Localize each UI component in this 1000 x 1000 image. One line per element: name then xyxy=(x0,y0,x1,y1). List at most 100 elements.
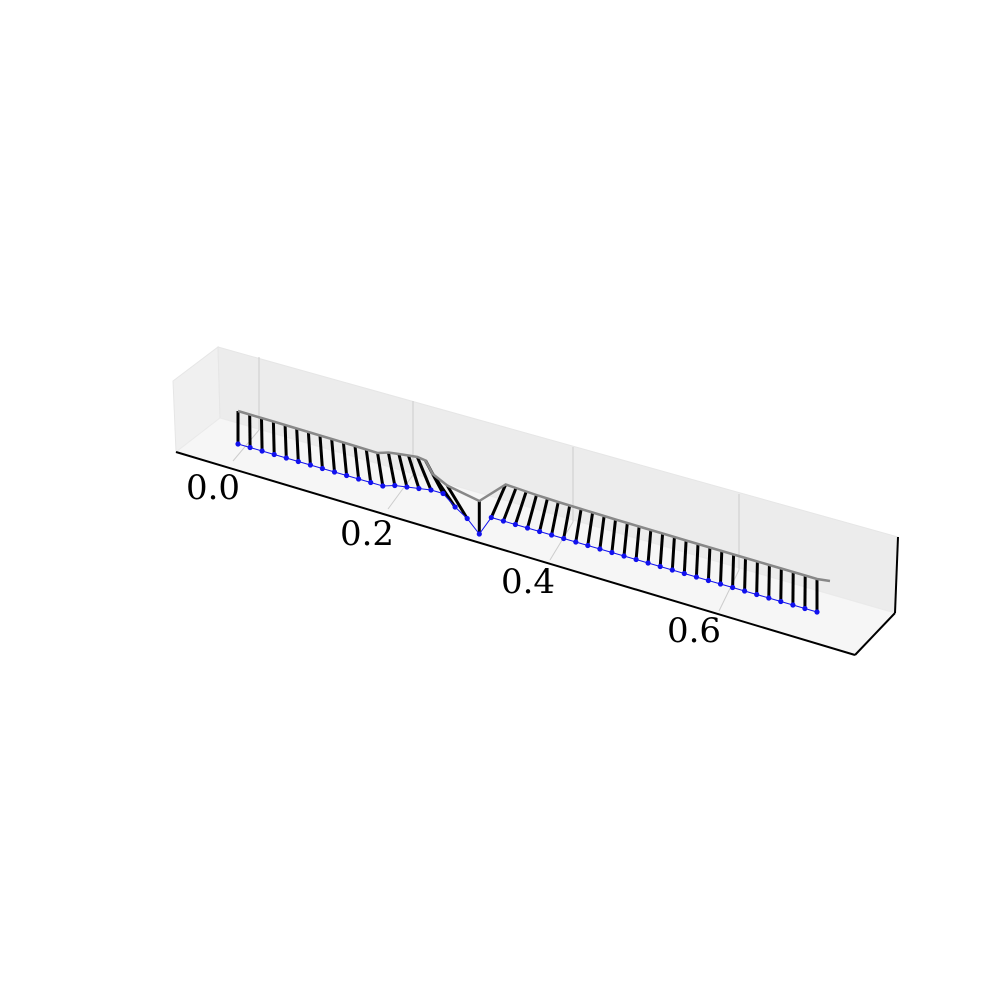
data-point xyxy=(802,605,808,612)
stem-line xyxy=(779,568,783,602)
floor-grid-line xyxy=(387,474,414,510)
stem-line xyxy=(526,494,538,529)
data-point xyxy=(476,531,482,537)
data-point xyxy=(307,462,313,468)
stem-line xyxy=(489,483,508,519)
data-point xyxy=(730,584,736,591)
data-point xyxy=(754,591,760,598)
data-point xyxy=(633,556,639,563)
stem-line xyxy=(658,533,665,567)
data-point xyxy=(609,549,615,556)
data-point xyxy=(464,515,470,522)
data-point xyxy=(500,518,506,524)
data-point xyxy=(645,560,651,566)
stem-line xyxy=(767,564,771,599)
data-point xyxy=(344,472,350,479)
data-point xyxy=(512,521,519,528)
data-point xyxy=(537,528,543,535)
stem-line xyxy=(622,522,629,557)
stem-line xyxy=(743,557,747,592)
data-point xyxy=(561,535,567,542)
data-point xyxy=(621,553,627,559)
x-axis-line xyxy=(175,451,856,656)
stem-line xyxy=(598,515,606,550)
data-point xyxy=(235,441,241,447)
stem-line xyxy=(682,540,688,574)
stem-line xyxy=(407,455,421,489)
stem-line xyxy=(271,421,276,455)
stem-line xyxy=(445,484,469,520)
data-point xyxy=(549,532,555,538)
stem-line xyxy=(731,554,736,588)
stem-line xyxy=(574,508,583,543)
stem-line xyxy=(306,431,312,466)
stem-line xyxy=(719,550,724,585)
stems-group xyxy=(236,411,819,612)
data-point xyxy=(657,563,663,570)
data-point xyxy=(717,581,724,587)
stem-line xyxy=(318,435,324,469)
data-point xyxy=(693,574,700,580)
data-point xyxy=(742,588,748,594)
z-axis-line xyxy=(894,536,899,614)
data-point xyxy=(356,476,362,482)
data-point xyxy=(790,602,796,608)
points-group xyxy=(235,441,820,615)
stem-line xyxy=(670,536,676,571)
data-point xyxy=(392,482,398,489)
x-tick-label-2: 0.4 xyxy=(501,562,555,602)
data-point xyxy=(271,451,277,458)
stem-line xyxy=(386,452,397,486)
stem-line xyxy=(283,424,288,459)
data-point xyxy=(259,448,265,454)
stem-line xyxy=(513,491,528,525)
stem-line xyxy=(330,438,336,473)
floor-grid-line xyxy=(232,429,260,462)
top-line xyxy=(237,409,831,583)
stem-line xyxy=(706,547,712,581)
data-point xyxy=(766,595,772,601)
stem-line xyxy=(397,453,409,488)
data-point xyxy=(573,539,579,545)
data-point xyxy=(331,469,338,475)
stem-line xyxy=(376,452,385,487)
data-point xyxy=(295,458,301,465)
data-point xyxy=(368,479,374,486)
floor-grid-line xyxy=(718,569,740,612)
data-point xyxy=(247,444,253,451)
data-point xyxy=(452,504,458,510)
data-point xyxy=(669,567,675,573)
stem-line xyxy=(538,498,549,532)
data-point xyxy=(283,455,289,461)
data-point xyxy=(597,546,603,552)
stem-line xyxy=(586,512,595,546)
stem-line xyxy=(562,505,572,539)
stem-line xyxy=(694,543,700,578)
stem-line xyxy=(501,487,518,522)
data-point xyxy=(524,525,531,531)
data-point xyxy=(404,484,410,490)
stem-line xyxy=(416,456,433,491)
right-axis-line xyxy=(854,612,896,656)
data-point xyxy=(488,514,494,521)
data-point xyxy=(585,542,591,549)
stem-line xyxy=(295,428,300,462)
data-point xyxy=(705,577,712,584)
stem-line xyxy=(353,445,361,480)
data-point xyxy=(440,490,446,497)
data-point xyxy=(814,609,820,615)
x-tick-label-1: 0.2 xyxy=(340,514,394,554)
stem-line xyxy=(341,442,349,476)
stem-line xyxy=(610,519,617,553)
stem-line xyxy=(646,529,653,564)
floor-grid-line xyxy=(549,521,574,561)
data-point xyxy=(681,570,687,577)
data-point xyxy=(778,598,784,605)
stem-line xyxy=(634,526,641,560)
data-point xyxy=(319,465,325,472)
stem-line xyxy=(755,561,759,595)
x-tick-label-0: 0.0 xyxy=(186,468,240,508)
stem-line xyxy=(431,473,457,508)
data-point xyxy=(416,485,422,492)
